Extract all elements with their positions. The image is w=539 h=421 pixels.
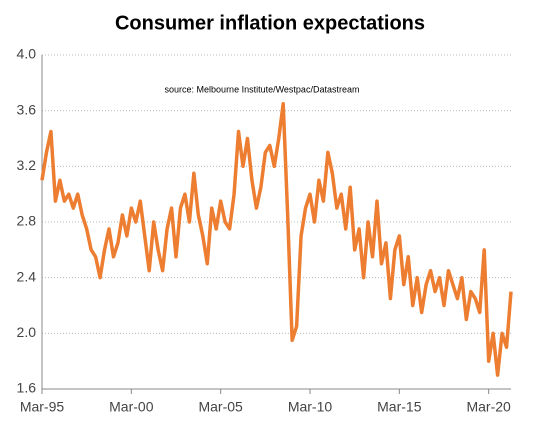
x-tick-label: Mar-00 (109, 399, 154, 415)
x-tick-label: Mar-15 (377, 399, 422, 415)
line-series (40, 101, 513, 377)
y-tick-label: 2.8 (17, 213, 37, 229)
y-tick-label: 2.4 (17, 268, 37, 284)
y-tick-label: 3.2 (17, 157, 37, 173)
annotation: source: Melbourne Institute/Westpac/Data… (165, 84, 360, 94)
y-tick-label: 4.0 (17, 46, 37, 62)
x-tick-label: Mar-95 (20, 399, 65, 415)
x-tick-label: Mar-20 (466, 399, 511, 415)
y-tick-label: 1.6 (17, 380, 37, 396)
x-tick-label: Mar-10 (288, 399, 333, 415)
y-tick-label: 3.6 (17, 101, 37, 117)
x-tick-label: Mar-05 (198, 399, 243, 415)
y-tick-label: 2.0 (17, 324, 37, 340)
chart-title: Consumer inflation expectations (115, 12, 425, 34)
